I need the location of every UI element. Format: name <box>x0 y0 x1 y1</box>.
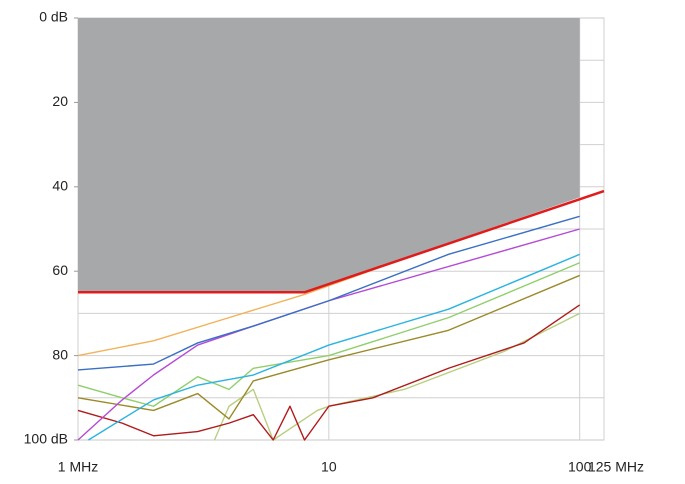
x-tick-label: 125 MHz <box>588 459 644 475</box>
y-tick-label: 0 dB <box>39 9 68 25</box>
series-line <box>77 304 581 441</box>
y-tick-label: 80 <box>52 346 68 362</box>
series-line <box>78 189 605 294</box>
y-tick-label: 60 <box>52 262 68 278</box>
y-tick-label: 20 <box>52 93 68 109</box>
x-tick-label: 10 <box>321 459 337 475</box>
series-line <box>213 312 581 441</box>
series-line <box>77 274 580 420</box>
x-tick-label: 1 MHz <box>58 459 98 475</box>
y-tick-label: 100 dB <box>24 431 68 447</box>
series-line <box>77 262 580 407</box>
series-line <box>88 253 580 441</box>
series-line <box>77 215 580 371</box>
limit-area <box>78 18 580 293</box>
y-tick-label: 40 <box>52 178 68 194</box>
x-tick-label: 100 <box>568 459 592 475</box>
